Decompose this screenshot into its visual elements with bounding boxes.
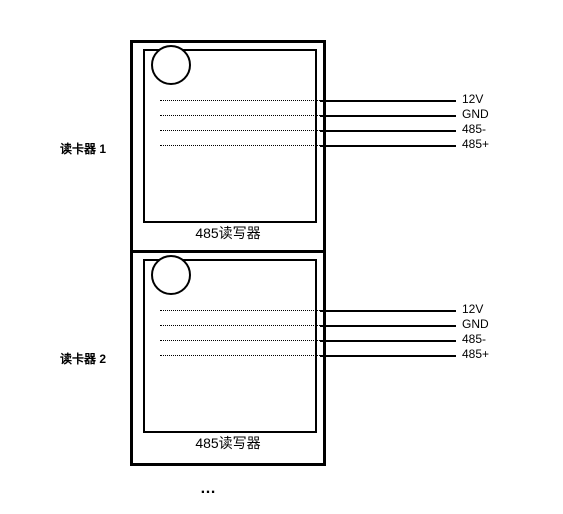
reader-2-wire-0-label: 12V xyxy=(462,302,483,316)
reader-1-wire-2-label: 485- xyxy=(462,122,486,136)
reader-1-side-label: 读卡器 1 xyxy=(60,140,106,157)
reader-1-wire-1-label: GND xyxy=(462,107,489,121)
reader-1-wire-1-solid xyxy=(320,115,456,117)
reader-1-wire-0-solid xyxy=(320,100,456,102)
diagram-canvas: 485读写器读卡器 112VGND485-485+485读写器读卡器 212VG… xyxy=(0,0,563,514)
reader-2-led-icon xyxy=(151,255,191,295)
reader-2-box: 485读写器 xyxy=(130,250,326,466)
reader-1-wire-3-dotted xyxy=(160,145,320,146)
reader-2-side-label: 读卡器 2 xyxy=(60,350,106,367)
reader-2-inner xyxy=(143,259,317,433)
reader-1-wire-0-label: 12V xyxy=(462,92,483,106)
reader-1-wire-1-dotted xyxy=(160,115,320,116)
reader-2-wire-2-dotted xyxy=(160,340,320,341)
reader-1-wire-2-solid xyxy=(320,130,456,132)
reader-2-caption: 485读写器 xyxy=(133,433,323,453)
reader-1-wire-3-label: 485+ xyxy=(462,137,489,151)
reader-2-wire-2-solid xyxy=(320,340,456,342)
reader-2-wire-3-solid xyxy=(320,355,456,357)
ellipsis: … xyxy=(200,480,216,498)
reader-1-wire-0-dotted xyxy=(160,100,320,101)
reader-2-wire-0-dotted xyxy=(160,310,320,311)
reader-1-caption: 485读写器 xyxy=(133,223,323,243)
reader-2-wire-1-dotted xyxy=(160,325,320,326)
reader-2-wire-0-solid xyxy=(320,310,456,312)
reader-1-led-icon xyxy=(151,45,191,85)
reader-2-wire-3-dotted xyxy=(160,355,320,356)
reader-2-wire-2-label: 485- xyxy=(462,332,486,346)
reader-1-wire-2-dotted xyxy=(160,130,320,131)
reader-1-inner xyxy=(143,49,317,223)
reader-2-wire-1-label: GND xyxy=(462,317,489,331)
reader-2-wire-1-solid xyxy=(320,325,456,327)
reader-2-wire-3-label: 485+ xyxy=(462,347,489,361)
reader-1-wire-3-solid xyxy=(320,145,456,147)
reader-1-box: 485读写器 xyxy=(130,40,326,256)
